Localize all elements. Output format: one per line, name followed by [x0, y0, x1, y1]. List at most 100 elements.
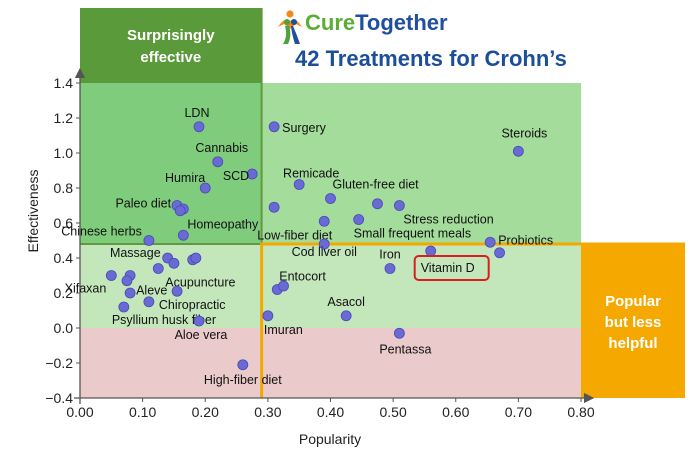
point-label-iron: Iron	[379, 248, 401, 262]
y-tick-label: 1.0	[54, 145, 74, 161]
data-point-scd[interactable]	[246, 168, 258, 180]
data-point-homeopathy[interactable]	[177, 229, 189, 241]
point-label-remicade: Remicade	[283, 167, 339, 181]
data-point-point-14[interactable]	[268, 201, 280, 213]
y-tick-label: 0.4	[54, 250, 74, 266]
point-label-entocort: Entocort	[279, 270, 326, 284]
data-points: LDN Cannabis Humira SCD Paleo diet Homeopathy…	[61, 106, 553, 387]
data-point-stress-reduction[interactable]	[393, 200, 405, 211]
point-label-asacol: Asacol	[327, 295, 365, 309]
data-point-aloe-vera[interactable]	[193, 315, 205, 327]
point-label-ldn: LDN	[184, 106, 209, 120]
data-point-point-21[interactable]	[168, 257, 180, 269]
data-point-chiropractic[interactable]	[143, 296, 155, 308]
point-label-low-fiber-diet: Low-fiber diet	[257, 228, 333, 242]
brand-people-icon	[278, 10, 302, 44]
highlight-box	[413, 255, 490, 281]
point-label-chiropractic: Chiropractic	[159, 298, 226, 312]
data-point-pentassa[interactable]	[393, 327, 405, 339]
point-label-vitamin-d: Vitamin D	[421, 261, 475, 275]
data-point-xifaxan[interactable]	[105, 270, 117, 281]
data-point-point-36[interactable]	[278, 280, 289, 292]
point-label-high-fiber-diet: High-fiber diet	[204, 373, 282, 387]
callout-popular-less-helpful: Popular but less helpful	[581, 244, 685, 398]
popular-region-outline	[260, 242, 685, 398]
data-point-psyllium-husk-fiber[interactable]	[118, 301, 130, 313]
callout-surprisingly-effective-text-2: effective	[140, 49, 201, 66]
point-label-cod-liver-oil: Cod liver oil	[292, 245, 357, 259]
brand-logo: CureTogether	[278, 10, 448, 44]
y-tick-label: 1.2	[54, 110, 74, 126]
data-point-humira[interactable]	[199, 182, 211, 194]
x-tick-label: 0.10	[129, 404, 156, 420]
x-tick-label: 0.30	[254, 404, 281, 420]
point-label-gluten-free-diet: Gluten-free diet	[333, 178, 420, 192]
data-point-imuran[interactable]	[262, 310, 274, 322]
point-label-cannabis: Cannabis	[195, 141, 248, 155]
brand-name-cure: Cure	[305, 10, 355, 35]
data-point-cannabis[interactable]	[212, 156, 224, 168]
point-label-surgery: Surgery	[282, 121, 327, 135]
data-point-point-23[interactable]	[190, 252, 202, 264]
point-label-humira: Humira	[165, 171, 205, 185]
y-tick-label: 0.6	[54, 215, 74, 231]
data-point-point-28[interactable]	[124, 287, 136, 299]
data-point-cod-liver-oil[interactable]	[318, 238, 330, 250]
callout-popular-less-helpful-box	[581, 244, 685, 398]
data-point-low-fiber-diet[interactable]	[318, 215, 330, 227]
point-label-probiotics: Probiotics	[498, 233, 553, 247]
data-point-chinese-herbs[interactable]	[143, 235, 155, 246]
y-axis-title: Effectiveness	[25, 169, 41, 252]
point-label-psyllium-husk-fiber: Psyllium husk fiber	[112, 313, 216, 327]
data-point-point-6[interactable]	[174, 205, 186, 217]
data-point-small-frequent-meals[interactable]	[353, 214, 365, 225]
data-point-probiotics[interactable]	[484, 236, 496, 248]
data-point-high-fiber-diet[interactable]	[237, 359, 249, 371]
callout-popular-text-2: but less	[605, 314, 662, 331]
y-tick-label: 1.4	[54, 75, 74, 91]
data-point-remicade[interactable]	[293, 179, 305, 190]
data-point-ldn[interactable]	[193, 121, 205, 133]
callout-surprisingly-effective-box	[80, 8, 262, 83]
point-label-small-frequent-meals: Small frequent meals	[354, 227, 471, 241]
y-tick-label: −0.2	[45, 355, 73, 371]
point-label-paleo-diet: Paleo diet	[115, 197, 171, 211]
data-point-iron[interactable]	[384, 263, 396, 274]
point-label-homeopathy: Homeopathy	[187, 217, 259, 231]
data-point-surgery[interactable]	[268, 121, 280, 133]
x-tick-label: 0.80	[567, 404, 594, 420]
data-point-gluten-free-diet[interactable]	[325, 193, 336, 204]
brand-name-together: Together	[355, 10, 448, 35]
zone-ineffective	[80, 328, 581, 398]
data-point-point-19[interactable]	[494, 247, 505, 259]
data-point-vitamin-d[interactable]	[425, 245, 437, 257]
data-point-point-12[interactable]	[372, 198, 383, 210]
x-tick-label: 0.70	[505, 404, 532, 420]
callout-surprisingly-effective: Surprisingly effective	[80, 8, 262, 83]
zone-effective-popular	[261, 83, 581, 244]
axes: −0.4 −0.2 0.0 0.2 0.4 0.6 0.8 1.0 1.2 1.4 0.00 0.10…	[45, 67, 595, 420]
point-label-acupuncture: Acupuncture	[165, 276, 235, 290]
chart-title: 42 Treatments for Crohn’s	[295, 46, 567, 71]
point-label-xifaxan: Xifaxan	[65, 282, 107, 296]
point-label-stress-reduction: Stress reduction	[403, 213, 493, 227]
point-label-chinese-herbs: Chinese herbs	[61, 225, 142, 239]
y-tick-label: −0.4	[45, 390, 73, 406]
data-point-point-29[interactable]	[171, 285, 183, 297]
y-tick-label: 0.2	[54, 285, 74, 301]
x-axis-title: Popularity	[299, 431, 361, 447]
x-tick-label: 0.20	[192, 404, 219, 420]
callout-popular-text-1: Popular	[605, 293, 661, 310]
callout-popular-text-3: helpful	[608, 335, 657, 352]
point-label-scd: SCD	[223, 169, 249, 183]
data-point-point-26[interactable]	[121, 275, 133, 287]
y-tick-label: 0.8	[54, 180, 74, 196]
data-point-steroids[interactable]	[512, 145, 524, 157]
point-label-pentassa: Pentassa	[379, 342, 431, 356]
point-label-aloe-vera: Aloe vera	[175, 328, 228, 342]
data-point-asacol[interactable]	[340, 310, 352, 322]
callout-surprisingly-effective-text-1: Surprisingly	[127, 27, 215, 44]
data-point-acupuncture[interactable]	[152, 263, 164, 274]
